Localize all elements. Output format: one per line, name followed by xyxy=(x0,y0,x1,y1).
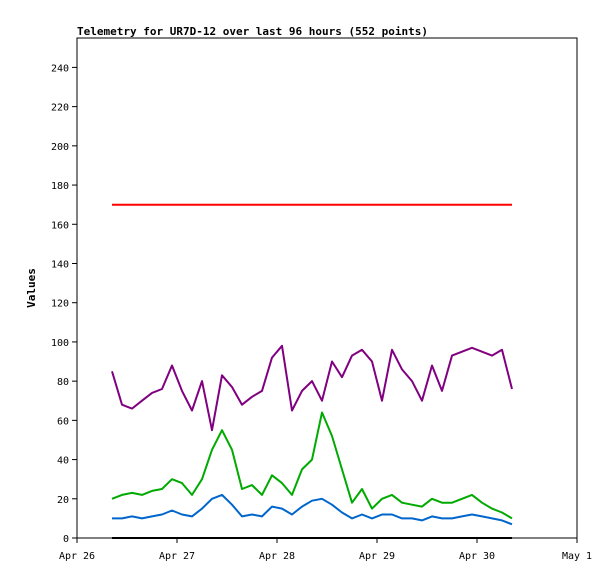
y-tick-label: 80 xyxy=(57,377,69,388)
y-axis: 0 20 40 60 80 100 120 140 160 180 200 220 240 xyxy=(51,63,77,545)
y-tick-label: 20 xyxy=(57,495,69,506)
series-line-3 xyxy=(112,493,513,526)
y-tick-label: 0 xyxy=(63,534,69,545)
series-lines xyxy=(111,203,513,539)
y-axis-label: Values xyxy=(25,268,38,308)
x-axis: Apr 26 Apr 27 Apr 28 Apr 29 Apr 30 May 1 xyxy=(59,538,592,562)
y-tick-label: 160 xyxy=(51,220,69,231)
y-tick-label: 120 xyxy=(51,299,69,310)
y-tick-label: 200 xyxy=(51,142,69,153)
x-tick-label: Apr 29 xyxy=(359,551,395,562)
x-tick-label: May 1 xyxy=(562,551,592,562)
chart-title: Telemetry for UR7D-12 over last 96 hours… xyxy=(77,25,428,38)
x-tick-label: Apr 27 xyxy=(159,551,195,562)
y-tick-label: 240 xyxy=(51,63,69,74)
x-tick-label: Apr 28 xyxy=(259,551,295,562)
y-tick-label: 180 xyxy=(51,181,69,192)
x-tick-label: Apr 26 xyxy=(59,551,95,562)
x-tick-label: Apr 30 xyxy=(459,551,495,562)
y-tick-label: 100 xyxy=(51,338,69,349)
series-line-2 xyxy=(111,411,513,520)
series-line-1 xyxy=(111,344,513,432)
y-tick-label: 60 xyxy=(57,416,69,427)
y-tick-label: 220 xyxy=(51,103,69,114)
plot-area xyxy=(76,37,578,539)
y-tick-label: 40 xyxy=(57,456,69,467)
y-tick-label: 140 xyxy=(51,259,69,270)
